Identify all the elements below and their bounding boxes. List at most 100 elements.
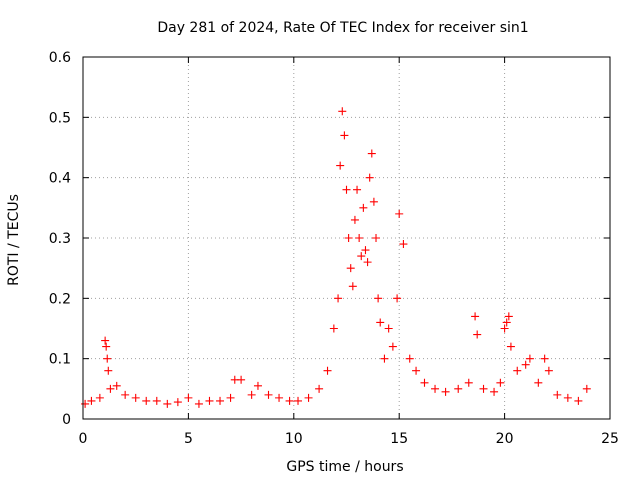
data-point [112, 381, 121, 390]
data-point [540, 354, 549, 363]
data-point [104, 366, 113, 375]
chart-title: Day 281 of 2024, Rate Of TEC Index for r… [157, 20, 528, 36]
x-tick-label: 0 [79, 431, 88, 447]
data-point [152, 396, 161, 405]
data-point [294, 396, 303, 405]
data-point [264, 390, 273, 399]
data-point [454, 384, 463, 393]
data-point [369, 197, 378, 206]
data-point [340, 131, 349, 140]
data-point [441, 387, 450, 396]
y-tick-label: 0 [62, 412, 71, 428]
grid [83, 57, 610, 419]
axis-ticks: 0 5 10 15 20 25 0 0.1 0.2 0.3 0.4 0.5 0.6 [49, 50, 619, 447]
data-point [121, 390, 130, 399]
data-point [163, 399, 172, 408]
data-point [380, 354, 389, 363]
data-point [563, 393, 572, 402]
data-point [376, 318, 385, 327]
data-point [374, 294, 383, 303]
data-points [81, 107, 591, 408]
data-point [502, 318, 511, 327]
data-point [342, 185, 351, 194]
data-point [359, 203, 368, 212]
data-point [405, 354, 414, 363]
y-tick-label: 0.4 [49, 171, 71, 187]
data-point [95, 393, 104, 402]
data-point [412, 366, 421, 375]
x-tick-label: 5 [184, 431, 193, 447]
data-point [431, 384, 440, 393]
data-point [275, 393, 284, 402]
data-point [338, 107, 347, 116]
data-point [534, 378, 543, 387]
data-point [363, 258, 372, 267]
data-point [513, 366, 522, 375]
data-point [393, 294, 402, 303]
data-point [103, 354, 112, 363]
data-point [521, 360, 530, 369]
data-point [173, 398, 182, 407]
data-point [350, 215, 359, 224]
data-point [353, 185, 362, 194]
data-point [194, 399, 203, 408]
y-tick-label: 0.6 [49, 50, 71, 66]
data-point [582, 384, 591, 393]
data-point [365, 173, 374, 182]
data-point [237, 375, 246, 384]
data-point [142, 396, 151, 405]
data-point [336, 161, 345, 170]
data-point [348, 282, 357, 291]
data-point [399, 240, 408, 249]
y-tick-label: 0.2 [49, 291, 71, 307]
data-point [253, 381, 262, 390]
data-point [226, 393, 235, 402]
x-tick-label: 20 [496, 431, 514, 447]
data-point [388, 342, 397, 351]
data-point [500, 324, 509, 333]
data-point [344, 234, 353, 242]
data-point [574, 396, 583, 405]
x-tick-label: 25 [601, 431, 619, 447]
data-point [464, 378, 473, 387]
y-tick-label: 0.5 [49, 110, 71, 126]
data-point [504, 312, 513, 321]
x-tick-label: 15 [390, 431, 408, 447]
data-point [471, 312, 480, 321]
data-point [506, 342, 515, 351]
data-point [372, 234, 381, 242]
data-point [216, 396, 225, 405]
data-point [247, 390, 256, 399]
data-point [334, 294, 343, 303]
data-point [490, 387, 499, 396]
data-point [81, 399, 90, 408]
data-point [357, 252, 366, 261]
data-point [131, 393, 140, 402]
data-point [361, 246, 370, 255]
data-point [384, 324, 393, 333]
y-tick-label: 0.1 [49, 352, 71, 368]
data-point [87, 396, 96, 405]
data-point [315, 384, 324, 393]
data-point [496, 378, 505, 387]
data-point [479, 384, 488, 393]
data-point [184, 393, 193, 402]
data-point [346, 264, 355, 273]
data-point [525, 354, 534, 363]
data-point [329, 324, 338, 333]
y-axis-title: ROTI / TECUs [6, 194, 22, 286]
data-point [544, 366, 553, 375]
data-point [473, 330, 482, 339]
data-point [355, 234, 364, 242]
data-point [205, 396, 214, 405]
data-point [101, 336, 110, 345]
data-point [323, 366, 332, 375]
data-point [304, 393, 313, 402]
y-tick-label: 0.3 [49, 231, 71, 247]
data-point [102, 342, 111, 351]
x-tick-label: 10 [285, 431, 303, 447]
data-point [395, 209, 404, 218]
data-point [420, 378, 429, 387]
data-point [285, 396, 294, 405]
